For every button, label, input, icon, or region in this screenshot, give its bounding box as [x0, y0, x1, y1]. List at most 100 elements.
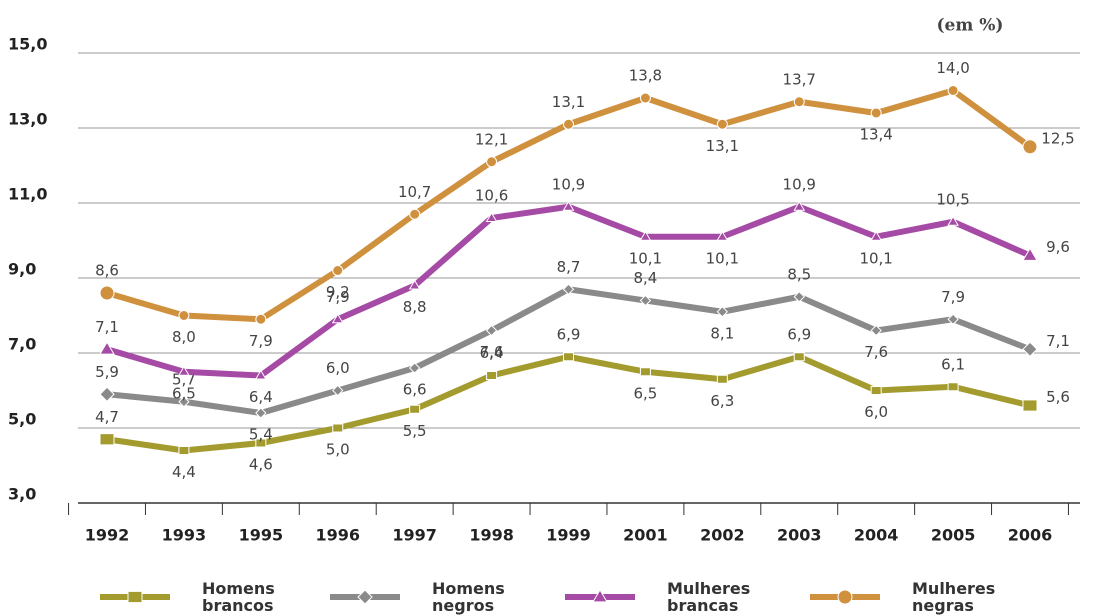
x-tick-label: 1993 — [162, 526, 207, 545]
value-label: 13,8 — [629, 67, 662, 85]
marker — [562, 283, 575, 295]
value-label: 8,5 — [787, 265, 811, 283]
value-label: 6,0 — [864, 403, 888, 421]
y-tick-label: 15,0 — [8, 35, 47, 54]
marker — [716, 118, 728, 130]
marker — [408, 362, 421, 374]
value-label: 4,4 — [172, 463, 196, 481]
marker — [870, 386, 882, 395]
marker — [178, 396, 190, 408]
marker — [255, 313, 267, 325]
value-label: 5,5 — [403, 422, 427, 440]
marker — [357, 589, 373, 605]
marker — [837, 589, 853, 605]
x-tick-label: 1996 — [315, 526, 360, 545]
value-label: 10,7 — [398, 183, 431, 201]
marker — [947, 215, 959, 226]
value-label: 7,6 — [864, 343, 888, 361]
marker — [99, 433, 115, 446]
value-label: 13,1 — [706, 137, 739, 155]
value-label: 10,1 — [629, 249, 662, 267]
x-tick-label: 1997 — [392, 526, 437, 545]
value-label: 6,0 — [326, 359, 350, 377]
marker — [639, 92, 651, 104]
marker — [563, 118, 574, 130]
y-tick-label: 11,0 — [8, 185, 47, 204]
value-label: 6,5 — [172, 384, 196, 402]
marker — [486, 371, 498, 380]
value-label: 10,9 — [552, 175, 585, 193]
marker — [178, 310, 190, 321]
marker — [99, 386, 115, 402]
y-tick-label: 3,0 — [8, 485, 36, 504]
marker — [255, 407, 267, 419]
value-label: 6,4 — [480, 344, 504, 362]
legend-label: Homens brancos — [202, 579, 275, 615]
value-label: 5,9 — [95, 363, 119, 381]
marker — [639, 230, 652, 241]
marker — [592, 589, 608, 603]
marker — [331, 313, 344, 324]
marker — [793, 200, 806, 211]
series-line — [106, 286, 1032, 416]
value-label: 13,4 — [859, 126, 892, 144]
marker — [99, 285, 115, 301]
value-label: 10,9 — [783, 175, 816, 193]
value-label: 6,5 — [633, 384, 657, 402]
marker — [716, 374, 728, 384]
value-label: 7,9 — [249, 332, 273, 350]
marker — [1022, 341, 1038, 357]
value-label: 9,6 — [1046, 238, 1070, 256]
marker — [947, 85, 959, 96]
marker — [255, 438, 267, 448]
value-label: 9,2 — [326, 283, 350, 301]
value-label: 10,5 — [936, 190, 969, 208]
value-label: 14,0 — [936, 59, 969, 77]
marker — [409, 404, 421, 414]
marker — [562, 200, 575, 211]
marker — [793, 96, 805, 108]
marker — [563, 352, 574, 362]
marker — [639, 294, 652, 307]
marker — [99, 341, 115, 355]
value-label: 4,7 — [95, 408, 119, 426]
x-tick-label: 2002 — [700, 526, 745, 545]
marker — [639, 367, 651, 377]
value-label: 7,1 — [1046, 332, 1070, 350]
series-line — [106, 353, 1031, 454]
value-label: 8,7 — [557, 258, 581, 276]
value-label: 12,5 — [1041, 129, 1074, 147]
value-label: 7,9 — [326, 288, 350, 306]
x-tick-label: 2006 — [1008, 526, 1053, 545]
marker — [332, 265, 344, 276]
marker — [409, 208, 421, 220]
value-label: 8,6 — [95, 262, 119, 280]
marker — [127, 590, 143, 604]
value-label: 6,9 — [787, 325, 811, 343]
x-tick-label: 1999 — [546, 526, 591, 545]
marker — [332, 423, 344, 433]
y-tick-label: 7,0 — [8, 335, 36, 354]
marker — [178, 365, 190, 376]
marker — [716, 230, 729, 241]
marker — [716, 306, 729, 318]
value-label: 7,6 — [480, 343, 504, 361]
value-label: 6,3 — [710, 392, 734, 410]
marker — [486, 156, 498, 168]
value-label: 4,6 — [249, 456, 273, 474]
value-label: 13,7 — [783, 70, 816, 88]
value-label: 5,0 — [326, 441, 350, 459]
x-tick-label: 2001 — [623, 526, 668, 545]
x-tick-label: 1998 — [469, 526, 514, 545]
value-label: 6,1 — [941, 355, 965, 373]
marker — [947, 313, 959, 325]
value-label: 8,1 — [710, 324, 734, 342]
value-label: 8,8 — [403, 298, 427, 316]
value-label: 5,6 — [1046, 388, 1070, 406]
value-label: 10,6 — [475, 187, 508, 205]
marker — [870, 230, 883, 241]
x-tick-label: 1992 — [85, 526, 130, 545]
legend-label: Mulheres negras — [912, 579, 996, 615]
